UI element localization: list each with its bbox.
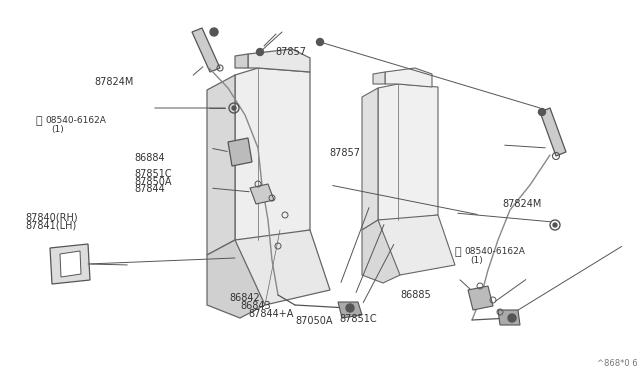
Polygon shape xyxy=(235,68,310,240)
Polygon shape xyxy=(540,108,566,156)
Polygon shape xyxy=(378,84,438,220)
Text: 87844+A: 87844+A xyxy=(248,310,294,319)
Text: ^868*0 6: ^868*0 6 xyxy=(597,359,638,368)
Circle shape xyxy=(317,38,323,45)
Text: 87050A: 87050A xyxy=(296,316,333,326)
Polygon shape xyxy=(192,28,220,72)
Polygon shape xyxy=(373,72,385,84)
Text: 87857: 87857 xyxy=(330,148,360,158)
Text: 87851C: 87851C xyxy=(134,169,172,179)
Text: (1): (1) xyxy=(51,125,64,134)
Polygon shape xyxy=(207,240,265,318)
Circle shape xyxy=(232,106,236,110)
Text: 08540-6162A: 08540-6162A xyxy=(465,247,525,256)
Polygon shape xyxy=(498,310,520,325)
Polygon shape xyxy=(362,88,378,230)
Circle shape xyxy=(210,28,218,36)
Polygon shape xyxy=(207,75,235,255)
Text: 87844: 87844 xyxy=(134,184,165,194)
Polygon shape xyxy=(468,286,493,310)
Text: 86842: 86842 xyxy=(229,293,260,302)
Text: Ⓢ: Ⓢ xyxy=(35,116,42,126)
Circle shape xyxy=(346,304,354,312)
Polygon shape xyxy=(235,230,330,305)
Circle shape xyxy=(538,109,545,115)
Text: 86843: 86843 xyxy=(240,301,271,311)
Text: 87850A: 87850A xyxy=(134,177,172,186)
Polygon shape xyxy=(250,184,274,204)
Circle shape xyxy=(553,223,557,227)
Polygon shape xyxy=(362,220,400,283)
Text: 87824M: 87824M xyxy=(95,77,134,87)
Circle shape xyxy=(508,314,516,322)
Polygon shape xyxy=(235,54,248,68)
Text: 87840(RH): 87840(RH) xyxy=(26,213,78,222)
Circle shape xyxy=(257,48,264,55)
Polygon shape xyxy=(338,302,362,318)
Polygon shape xyxy=(228,138,252,166)
Text: (1): (1) xyxy=(470,256,483,265)
Text: 87857: 87857 xyxy=(275,47,306,57)
Text: 87841(LH): 87841(LH) xyxy=(26,221,77,230)
Text: 86885: 86885 xyxy=(401,290,431,299)
Text: 08540-6162A: 08540-6162A xyxy=(45,116,106,125)
Polygon shape xyxy=(385,68,432,87)
Text: 87824M: 87824M xyxy=(502,199,542,209)
Text: 86884: 86884 xyxy=(134,153,165,163)
Polygon shape xyxy=(60,251,81,277)
Text: Ⓢ: Ⓢ xyxy=(454,247,461,257)
Text: 87851C: 87851C xyxy=(339,314,377,324)
Polygon shape xyxy=(378,215,455,275)
Polygon shape xyxy=(248,49,310,72)
Polygon shape xyxy=(50,244,90,284)
